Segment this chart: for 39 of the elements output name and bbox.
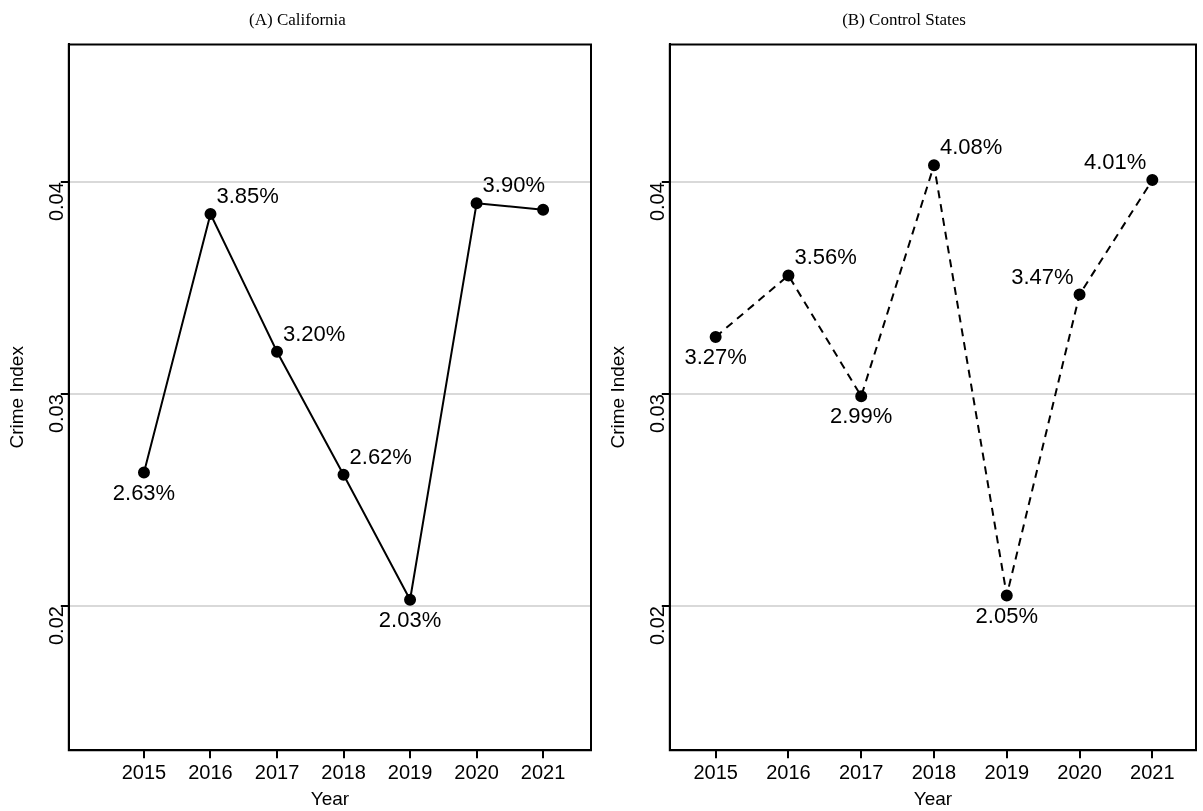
y-axis-title: Crime Index	[5, 345, 27, 449]
data-label: 2.03%	[378, 606, 442, 632]
y-tick-label: 0.02	[646, 606, 669, 646]
y-tick-label: 0.04	[646, 182, 669, 222]
x-tick-label: 2015	[693, 760, 738, 783]
x-tick-label: 2015	[121, 760, 167, 783]
x-tick-label: 2017	[838, 760, 884, 783]
data-label: 2.62%	[349, 443, 412, 469]
x-axis-title: Year	[913, 787, 953, 809]
chart-title: (B) Control States	[842, 9, 966, 29]
data-label: 4.08%	[939, 134, 1003, 160]
x-tick-label: 2021	[1130, 760, 1175, 783]
data-label: 2.05%	[975, 602, 1038, 628]
data-label: 3.27%	[684, 343, 747, 369]
data-label: 3.90%	[482, 172, 545, 198]
data-label: 3.56%	[794, 244, 857, 270]
data-label: 2.63%	[112, 479, 176, 505]
x-tick-label: 2016	[188, 760, 233, 783]
x-tick-label: 2016	[766, 760, 811, 783]
y-tick-label: 0.03	[45, 394, 68, 434]
y-tick-label: 0.04	[45, 182, 68, 222]
chart-title: (A) California	[249, 9, 347, 29]
x-tick-label: 2018	[321, 760, 366, 783]
y-tick-label: 0.02	[45, 606, 68, 646]
x-tick-label: 2020	[454, 760, 499, 783]
data-label: 3.85%	[216, 183, 279, 209]
data-label: 3.20%	[283, 320, 346, 346]
y-tick-label: 0.03	[646, 394, 669, 434]
x-tick-label: 2021	[520, 760, 566, 783]
data-label: 3.47%	[1011, 263, 1074, 289]
x-tick-label: 2020	[1057, 760, 1102, 783]
x-axis-title: Year	[310, 787, 350, 809]
x-tick-label: 2019	[387, 760, 433, 783]
data-label: 4.01%	[1083, 149, 1147, 175]
x-tick-label: 2018	[911, 760, 957, 783]
x-tick-label: 2017	[254, 760, 300, 783]
x-tick-label: 2019	[984, 760, 1030, 783]
y-axis-title: Crime Index	[606, 345, 628, 449]
data-label: 2.99%	[830, 403, 893, 429]
